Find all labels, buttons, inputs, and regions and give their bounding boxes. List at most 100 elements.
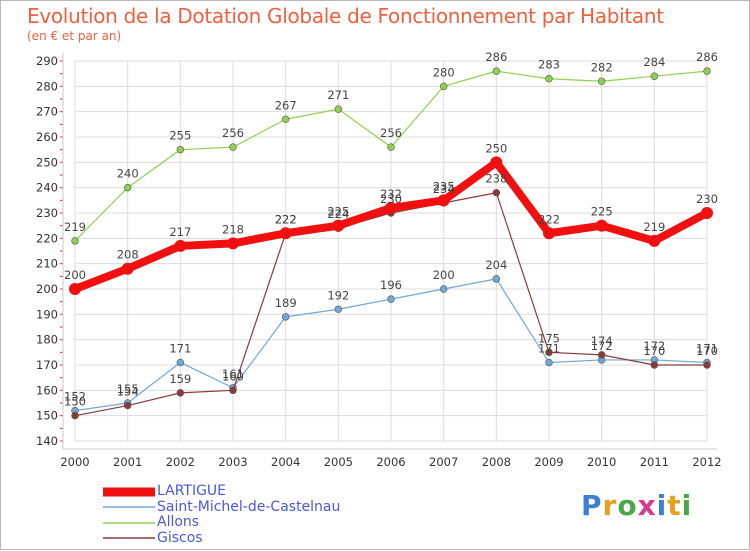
data-label-allons: 256 xyxy=(222,126,244,140)
data-point-lartigue xyxy=(174,239,187,252)
data-point-giscos xyxy=(650,361,659,369)
data-label-giscos: 234 xyxy=(433,182,455,196)
legend-swatch-allons xyxy=(103,522,155,524)
y-tick-label: 160 xyxy=(36,383,58,397)
data-label-lartigue: 208 xyxy=(117,248,139,262)
legend: LARTIGUE Saint-Michel-de-Castelnau Allon… xyxy=(103,483,340,547)
legend-item-giscos[interactable]: Giscos xyxy=(103,529,340,547)
data-point-giscos xyxy=(545,348,553,357)
data-label-allons: 282 xyxy=(591,60,613,74)
logo-letter: i xyxy=(656,489,668,522)
data-point-allons xyxy=(281,115,290,123)
data-label-giscos: 160 xyxy=(222,369,244,383)
logo-letter: P xyxy=(581,489,603,522)
legend-label-allons: Allons xyxy=(157,514,200,530)
data-point-saint-michel-de-castelnau xyxy=(176,358,185,367)
data-label-allons: 240 xyxy=(117,167,139,181)
legend-swatch-lartigue xyxy=(103,487,155,497)
y-tick-label: 270 xyxy=(36,105,58,119)
data-label-saint-michel-de-castelnau: 200 xyxy=(433,268,455,282)
chart-subtitle: (en € et par an) xyxy=(27,29,122,43)
data-point-allons xyxy=(492,67,501,75)
data-point-lartigue xyxy=(332,219,345,232)
data-point-allons xyxy=(123,183,132,192)
data-label-saint-michel-de-castelnau: 192 xyxy=(327,288,349,302)
legend-swatch-giscos xyxy=(103,537,155,539)
logo-letter: o xyxy=(617,489,638,522)
data-point-lartigue xyxy=(437,194,450,207)
y-tick-label: 140 xyxy=(36,434,58,448)
data-label-lartigue: 225 xyxy=(591,205,613,219)
data-point-giscos xyxy=(229,386,237,395)
data-point-lartigue xyxy=(648,234,661,247)
y-tick-label: 150 xyxy=(36,409,58,423)
data-label-giscos: 154 xyxy=(117,385,139,399)
data-point-giscos xyxy=(176,389,185,397)
data-label-allons: 267 xyxy=(275,98,297,112)
data-point-allons xyxy=(176,145,185,154)
legend-item-saint-michel[interactable]: Saint-Michel-de-Castelnau xyxy=(103,499,340,516)
data-label-lartigue: 222 xyxy=(538,212,560,226)
data-label-allons: 255 xyxy=(169,129,191,143)
data-label-saint-michel-de-castelnau: 171 xyxy=(538,341,560,355)
chart-title: Evolution de la Dotation Globale de Fonc… xyxy=(27,4,664,28)
data-point-allons xyxy=(334,105,343,113)
x-tick-label: 2003 xyxy=(218,455,247,469)
x-tick-label: 2002 xyxy=(166,455,195,469)
y-tick-label: 250 xyxy=(36,155,58,169)
data-point-lartigue xyxy=(385,201,397,214)
legend-label-lartigue: LARTIGUE xyxy=(157,483,227,499)
data-label-giscos: 175 xyxy=(538,331,560,345)
data-label-saint-michel-de-castelnau: 172 xyxy=(643,339,665,353)
logo-letter: i xyxy=(681,489,693,522)
data-label-lartigue: 250 xyxy=(485,141,507,155)
legend-swatch-saint-michel xyxy=(103,506,155,508)
y-tick-label: 280 xyxy=(36,79,58,93)
data-label-giscos: 170 xyxy=(643,344,665,358)
legend-item-lartigue[interactable]: LARTIGUE xyxy=(103,483,340,500)
y-tick-label: 190 xyxy=(36,307,58,321)
data-label-saint-michel-de-castelnau: 196 xyxy=(380,278,402,292)
x-tick-label: 2012 xyxy=(692,455,721,469)
y-tick-label: 210 xyxy=(36,257,58,271)
data-label-lartigue: 232 xyxy=(380,187,402,201)
data-point-lartigue xyxy=(279,227,292,240)
data-label-saint-michel-de-castelnau: 161 xyxy=(222,367,244,381)
data-label-lartigue: 217 xyxy=(169,225,191,239)
legend-label-giscos: Giscos xyxy=(157,529,203,546)
x-tick-label: 2004 xyxy=(271,455,300,469)
data-label-allons: 284 xyxy=(643,55,665,69)
data-point-giscos xyxy=(123,401,132,410)
data-point-lartigue xyxy=(69,283,81,295)
data-label-giscos: 224 xyxy=(327,207,349,221)
data-label-lartigue: 218 xyxy=(222,222,244,236)
data-point-allons xyxy=(650,72,659,80)
data-point-lartigue xyxy=(543,227,555,240)
data-point-saint-michel-de-castelnau xyxy=(439,285,448,293)
data-label-saint-michel-de-castelnau: 171 xyxy=(169,341,191,355)
data-label-giscos: 159 xyxy=(169,372,191,386)
y-tick-label: 170 xyxy=(36,358,58,372)
y-tick-label: 230 xyxy=(36,206,58,220)
x-tick-label: 2011 xyxy=(640,455,669,469)
data-point-allons xyxy=(387,143,395,151)
data-label-saint-michel-de-castelnau: 152 xyxy=(64,390,86,404)
legend-item-allons[interactable]: Allons xyxy=(103,514,340,531)
data-point-lartigue xyxy=(595,219,608,232)
data-label-lartigue: 225 xyxy=(327,205,349,219)
y-tick-label: 260 xyxy=(36,130,58,144)
data-label-allons: 280 xyxy=(433,65,455,79)
data-label-giscos: 150 xyxy=(64,395,86,409)
logo-letter: t xyxy=(667,489,682,522)
data-label-giscos: 174 xyxy=(591,334,613,348)
data-label-allons: 286 xyxy=(485,50,507,64)
y-tick-label: 200 xyxy=(36,282,58,296)
data-label-allons: 286 xyxy=(696,50,718,64)
x-tick-label: 2000 xyxy=(60,455,89,469)
data-label-allons: 283 xyxy=(538,58,560,72)
data-point-allons xyxy=(545,75,553,83)
data-label-lartigue: 200 xyxy=(64,268,86,282)
data-label-saint-michel-de-castelnau: 171 xyxy=(696,341,718,355)
data-point-giscos xyxy=(703,361,711,369)
data-label-allons: 271 xyxy=(327,88,349,102)
